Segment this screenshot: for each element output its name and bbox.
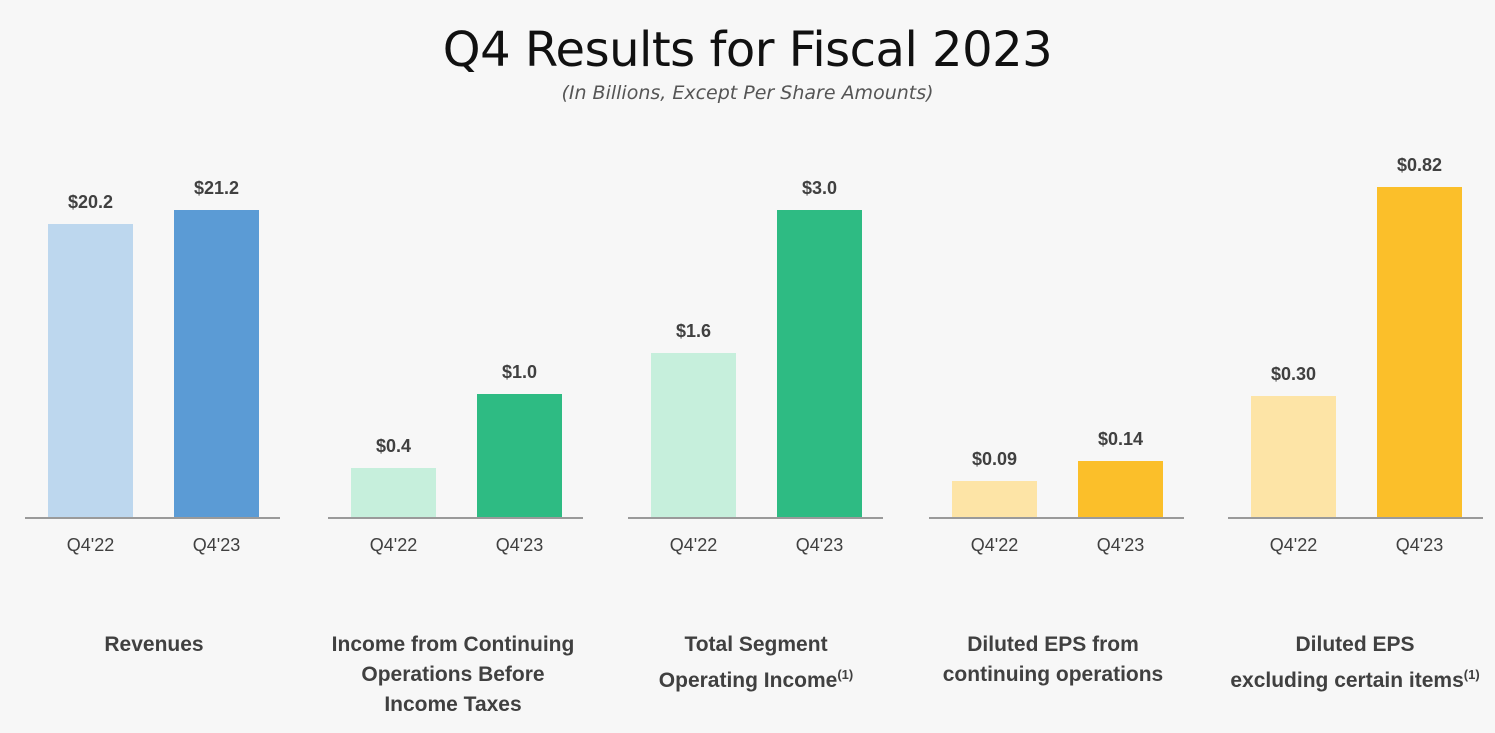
bar-value-label: $21.2 <box>193 178 240 198</box>
x-tick-label: Q4'23 <box>1096 535 1145 555</box>
bar-value-label: $0.14 <box>1097 428 1144 449</box>
chart-baseline <box>929 517 1184 519</box>
bar-q422 <box>1251 396 1336 517</box>
chart-title-line: excluding certain items <box>1230 669 1464 692</box>
bar-value-label: $0.09 <box>971 448 1018 469</box>
chart-title: Total Segment Operating Income(1) <box>596 630 916 696</box>
x-tick-label: Q4'22 <box>66 535 115 555</box>
x-tick-label: Q4'22 <box>369 535 418 555</box>
chart-baseline <box>628 517 883 519</box>
bar-q423 <box>777 210 862 517</box>
x-tick-label: Q4'22 <box>970 535 1019 555</box>
chart-title-line: Revenues <box>104 633 204 656</box>
chart-title-line: Income from Continuing <box>331 633 575 656</box>
bar-value-label: $20.2 <box>67 192 114 213</box>
bar-value-label: $0.30 <box>1270 364 1317 385</box>
bar-q422 <box>952 480 1037 517</box>
chart-title: Revenues <box>4 630 304 660</box>
bar-q423 <box>174 210 259 517</box>
bar-q423 <box>477 394 562 517</box>
chart-baseline <box>25 517 280 519</box>
bar-q422 <box>351 467 436 517</box>
chart-title-line: Diluted EPS <box>1295 633 1415 656</box>
bar-value-label: $0.4 <box>375 435 412 456</box>
chart-title: Income from Continuing Operations Before I… <box>293 630 613 720</box>
page-subtitle: (In Billions, Except Per Share Amounts) <box>561 82 934 104</box>
chart-title-line: Income Taxes <box>384 693 522 716</box>
page-title: Q4 Results for Fiscal 2023 <box>442 22 1053 78</box>
chart-title-line: Operations Before <box>361 663 545 686</box>
footnote-marker: (1) <box>1463 667 1480 682</box>
chart-baseline <box>1228 517 1483 519</box>
bar-q423 <box>1377 187 1462 517</box>
x-tick-label: Q4'23 <box>795 535 844 555</box>
x-tick-label: Q4'23 <box>1395 535 1444 555</box>
x-tick-label: Q4'22 <box>1269 535 1318 555</box>
x-tick-label: Q4'23 <box>192 535 241 555</box>
bar-value-label: $1.0 <box>501 362 538 383</box>
x-tick-label: Q4'22 <box>669 535 718 555</box>
chart-title: Diluted EPS excluding certain items(1) <box>1205 630 1495 696</box>
chart-title-line: Diluted EPS from <box>967 633 1139 656</box>
chart-title-line: Total Segment <box>684 633 828 656</box>
chart-title-line: Operating Income <box>658 669 838 692</box>
chart-baseline <box>328 517 583 519</box>
chart-title: Diluted EPS from continuing operations <box>893 630 1213 690</box>
bar-value-label: $3.0 <box>801 178 838 198</box>
bar-q423 <box>1078 460 1163 517</box>
bar-q422 <box>48 224 133 517</box>
bar-value-label: $1.6 <box>675 321 712 342</box>
bar-q422 <box>651 353 736 517</box>
bar-value-label: $0.82 <box>1396 155 1443 175</box>
chart-title-line: continuing operations <box>942 663 1164 686</box>
x-tick-label: Q4'23 <box>495 535 544 555</box>
footnote-marker: (1) <box>837 667 854 682</box>
